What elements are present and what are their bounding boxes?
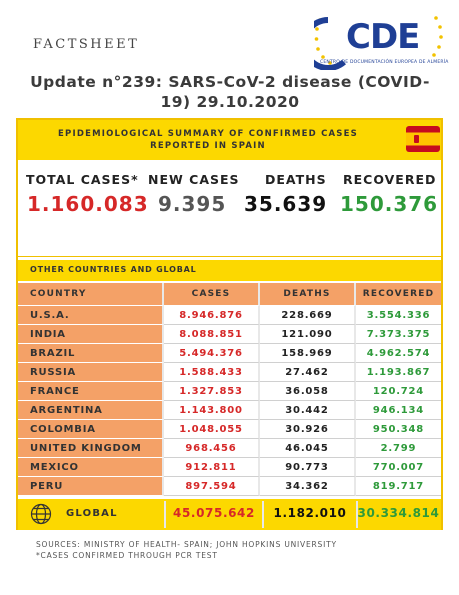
- country-cases: 968.456: [164, 439, 260, 458]
- country-deaths: 46.045: [260, 439, 356, 458]
- country-name: COLOMBIA: [18, 420, 164, 439]
- country-recovered: 770.007: [356, 458, 441, 477]
- sources-note: SOURCES: MINISTRY OF HEALTH- SPAIN; JOHN…: [36, 539, 337, 561]
- global-row: GLOBAL 45.075.642 1.182.010 30.334.814: [18, 499, 441, 530]
- country-name: ARGENTINA: [18, 401, 164, 420]
- globe-icon: [30, 503, 52, 525]
- global-label: GLOBAL: [66, 508, 118, 519]
- kpi-values: 1.160.083 9.395 35.639 150.376: [18, 192, 441, 220]
- table-row: ARGENTINA 1.143.800 30.442 946.134: [18, 401, 441, 420]
- other-heading: OTHER COUNTRIES AND GLOBAL: [30, 265, 197, 274]
- col-cases: CASES: [164, 283, 260, 306]
- country-cases: 1.588.433: [164, 363, 260, 382]
- table-row: RUSSIA 1.588.433 27.462 1.193.867: [18, 363, 441, 382]
- country-recovered: 819.717: [356, 477, 441, 496]
- country-name: PERU: [18, 477, 164, 496]
- country-deaths: 158.969: [260, 344, 356, 363]
- factsheet-frame: EPIDEMIOLOGICAL SUMMARY OF CONFIRMED CAS…: [16, 118, 443, 530]
- table-row: PERU 897.594 34.362 819.717: [18, 477, 441, 496]
- country-deaths: 30.442: [260, 401, 356, 420]
- country-name: FRANCE: [18, 382, 164, 401]
- divider: [18, 256, 441, 257]
- country-deaths: 90.773: [260, 458, 356, 477]
- col-deaths: DEATHS: [260, 283, 356, 306]
- country-name: U.S.A.: [18, 306, 164, 325]
- recovered-value: 150.376: [340, 192, 439, 216]
- table-row: INDIA 8.088.851 121.090 7.373.375: [18, 325, 441, 344]
- col-country: COUNTRY: [18, 283, 164, 306]
- deaths-label: DEATHS: [265, 172, 327, 187]
- global-recovered: 30.334.814: [357, 506, 440, 520]
- global-deaths: 1.182.010: [273, 506, 347, 520]
- country-recovered: 4.962.574: [356, 344, 441, 363]
- country-recovered: 7.373.375: [356, 325, 441, 344]
- global-divider: [164, 501, 166, 528]
- country-cases: 8.088.851: [164, 325, 260, 344]
- kpi-labels: TOTAL CASES* NEW CASES DEATHS RECOVERED: [18, 172, 441, 192]
- country-cases: 912.811: [164, 458, 260, 477]
- countries-table: COUNTRY CASES DEATHS RECOVERED U.S.A. 8.…: [18, 283, 441, 496]
- table-row: UNITED KINGDOM 968.456 46.045 2.799: [18, 439, 441, 458]
- other-countries-header: OTHER COUNTRIES AND GLOBAL: [18, 260, 441, 281]
- summary-heading: EPIDEMIOLOGICAL SUMMARY OF CONFIRMED CAS…: [58, 129, 358, 151]
- country-name: UNITED KINGDOM: [18, 439, 164, 458]
- country-recovered: 1.193.867: [356, 363, 441, 382]
- country-cases: 1.143.800: [164, 401, 260, 420]
- country-name: RUSSIA: [18, 363, 164, 382]
- global-divider: [356, 501, 358, 528]
- new-cases-label: NEW CASES: [148, 172, 240, 187]
- country-cases: 897.594: [164, 477, 260, 496]
- country-cases: 8.946.876: [164, 306, 260, 325]
- recovered-label: RECOVERED: [343, 172, 437, 187]
- country-recovered: 120.724: [356, 382, 441, 401]
- table-row: BRAZIL 5.494.376 158.969 4.962.574: [18, 344, 441, 363]
- pcr-note: *CASES CONFIRMED THROUGH PCR TEST: [36, 551, 218, 560]
- global-divider: [262, 501, 264, 528]
- country-name: INDIA: [18, 325, 164, 344]
- country-deaths: 30.926: [260, 420, 356, 439]
- spain-flag-icon: [406, 126, 440, 152]
- deaths-value: 35.639: [244, 192, 328, 216]
- sources-text: SOURCES: MINISTRY OF HEALTH- SPAIN; JOHN…: [36, 540, 337, 549]
- table-row: FRANCE 1.327.853 36.058 120.724: [18, 382, 441, 401]
- table-row: COLOMBIA 1.048.055 30.926 950.348: [18, 420, 441, 439]
- total-cases-value: 1.160.083: [27, 192, 149, 216]
- country-cases: 5.494.376: [164, 344, 260, 363]
- country-cases: 1.048.055: [164, 420, 260, 439]
- global-cases: 45.075.642: [173, 506, 255, 520]
- country-cases: 1.327.853: [164, 382, 260, 401]
- country-name: MEXICO: [18, 458, 164, 477]
- factsheet-label: FACTSHEET: [33, 37, 140, 52]
- col-recovered: RECOVERED: [356, 283, 441, 306]
- country-deaths: 34.362: [260, 477, 356, 496]
- eu-stars-icon: [314, 16, 443, 70]
- country-deaths: 36.058: [260, 382, 356, 401]
- country-deaths: 121.090: [260, 325, 356, 344]
- country-recovered: 3.554.336: [356, 306, 441, 325]
- table-row: MEXICO 912.811 90.773 770.007: [18, 458, 441, 477]
- country-recovered: 946.134: [356, 401, 441, 420]
- country-deaths: 228.669: [260, 306, 356, 325]
- table-header-row: COUNTRY CASES DEATHS RECOVERED: [18, 283, 441, 306]
- logo-subtitle: CENTRO DE DOCUMENTACIÓN EUROPEA DE ALMER…: [320, 60, 449, 65]
- new-cases-value: 9.395: [158, 192, 227, 216]
- country-name: BRAZIL: [18, 344, 164, 363]
- total-cases-label: TOTAL CASES*: [26, 172, 139, 187]
- page-title: Update n°239: SARS-CoV-2 disease (COVID-…: [30, 73, 430, 111]
- country-deaths: 27.462: [260, 363, 356, 382]
- country-recovered: 950.348: [356, 420, 441, 439]
- logo-text: CDE: [346, 17, 420, 57]
- table-row: U.S.A. 8.946.876 228.669 3.554.336: [18, 306, 441, 325]
- summary-header: EPIDEMIOLOGICAL SUMMARY OF CONFIRMED CAS…: [18, 120, 441, 160]
- country-recovered: 2.799: [356, 439, 441, 458]
